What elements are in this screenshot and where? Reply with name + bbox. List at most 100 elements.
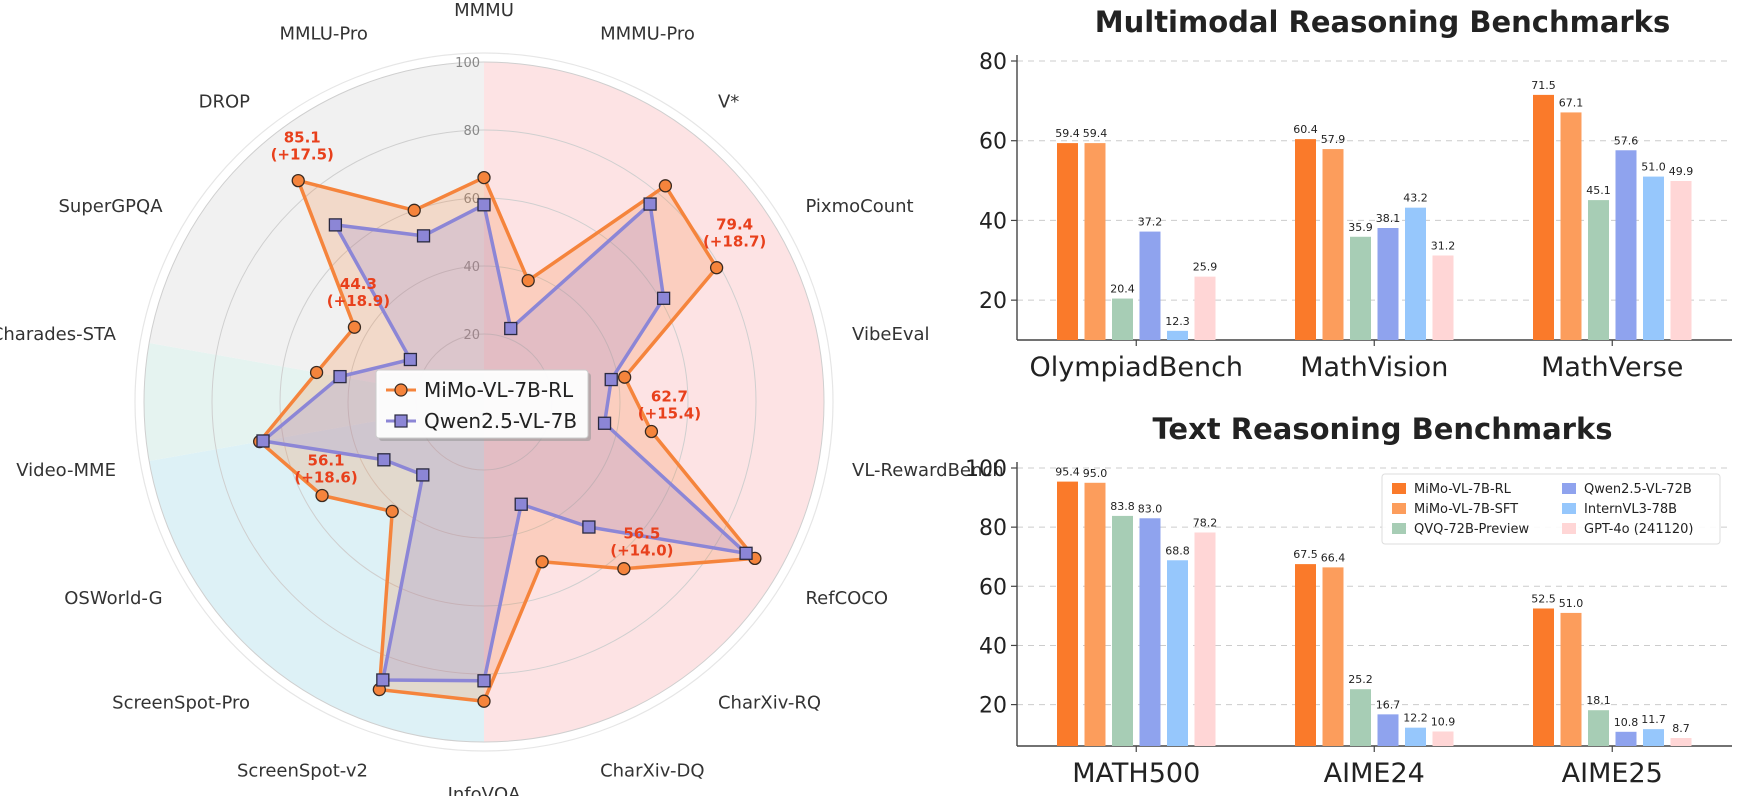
radar-point-mimo: [617, 562, 631, 576]
radar-point-mimo: [535, 555, 549, 569]
bar-value-label: 83.0: [1138, 502, 1163, 515]
bar-OlympiadBench-3: [1139, 231, 1161, 340]
bar-AIME24-1: [1322, 567, 1344, 746]
bar-value-label: 8.7: [1672, 722, 1690, 735]
radar-point-qwen: [377, 453, 391, 467]
x-category-label: MathVerse: [1541, 352, 1683, 383]
radar-ring-label: 60: [463, 192, 480, 207]
bar-MATH500-1: [1084, 482, 1106, 746]
bar-value-label: 12.3: [1165, 315, 1190, 328]
bar-legend-swatch: [1562, 483, 1576, 494]
bar-value-label: 78.2: [1193, 516, 1218, 529]
radar-point-mimo: [709, 261, 724, 275]
bar-value-label: 38.1: [1376, 212, 1401, 225]
bar-AIME24-4: [1405, 727, 1426, 746]
bar-value-label: 95.4: [1055, 466, 1080, 479]
bar-legend-label: MiMo-VL-7B-SFT: [1414, 502, 1518, 517]
radar-ring-40: [347, 265, 621, 539]
bar-AIME25-1: [1560, 612, 1582, 746]
y-tick-label: 40: [979, 634, 1007, 659]
radar-legend: [375, 369, 589, 439]
bar-OlympiadBench-2: [1112, 298, 1133, 340]
bar-value-label: 67.1: [1559, 96, 1584, 109]
radar-axis-label: ScreenSpot-v2: [237, 760, 368, 781]
y-tick-label: 20: [979, 694, 1007, 719]
radar-axis-label: VL-RewardBench: [852, 460, 1004, 481]
radar-point-qwen: [604, 372, 618, 387]
radar-point-mimo: [644, 424, 659, 439]
bar-value-label: 20.4: [1110, 283, 1135, 296]
radar-point-qwen: [582, 520, 596, 534]
bar-MATH500-2: [1112, 515, 1133, 746]
radar-axis-label: DROP: [199, 92, 251, 113]
y-tick-label: 100: [965, 457, 1007, 482]
bar-legend-swatch: [1562, 503, 1576, 514]
radar-point-qwen: [514, 497, 528, 511]
radar-point-mimo: [385, 504, 399, 519]
radar-sector-1: [149, 402, 485, 742]
radar-point-mimo: [347, 320, 362, 334]
radar-point-mimo: [407, 203, 421, 217]
radar-sector-2: [143, 342, 484, 462]
bar-value-label: 52.5: [1531, 592, 1556, 605]
radar-annotation-delta: (+18.7): [703, 233, 766, 251]
bar-value-label: 10.8: [1614, 716, 1639, 729]
radar-point-qwen: [656, 291, 671, 305]
radar-annotation-value: 56.5: [623, 525, 660, 543]
radar-annotation-value: 79.4: [716, 216, 753, 234]
radar-ring-100: [143, 61, 825, 743]
chart-title: Multimodal Reasoning Benchmarks: [1095, 5, 1670, 39]
bar-legend-label: Qwen2.5-VL-72B: [1584, 482, 1692, 497]
radar-point-mimo: [309, 365, 324, 380]
radar-axis-label: Video-MME: [16, 460, 116, 481]
radar-point-qwen: [597, 416, 612, 430]
radar-point-qwen: [403, 352, 418, 367]
bar-value-label: 57.9: [1321, 133, 1346, 146]
radar-sector-0: [484, 62, 824, 742]
radar-legend-marker: [394, 414, 408, 428]
radar-axis-label: CharXiv-DQ: [600, 760, 704, 781]
bar-value-label: 59.4: [1055, 127, 1080, 140]
bar-MATH500-3: [1139, 518, 1161, 746]
radar-point-mimo: [521, 273, 535, 288]
radar-axis-label: ScreenSpot-Pro: [112, 692, 250, 713]
bar-value-label: 51.0: [1559, 597, 1584, 610]
bar-MATH500-4: [1167, 560, 1188, 746]
text-bar-chart: Text Reasoning Benchmarks 20 40 60 80 100 95.4…: [965, 412, 1732, 789]
radar-point-qwen: [477, 198, 491, 212]
radar-annotation-value: 85.1: [284, 129, 321, 147]
bar-value-label: 60.4: [1293, 123, 1318, 136]
radar-legend-marker: [394, 383, 408, 397]
bar-AIME24-0: [1295, 564, 1316, 746]
bar-value-label: 12.2: [1403, 712, 1428, 725]
radar-legend-label: MiMo-VL-7B-RL: [424, 378, 574, 402]
bar-MathVerse-5: [1670, 180, 1692, 340]
x-category-label: AIME24: [1324, 758, 1425, 789]
radar-annotation-delta: (+14.0): [610, 542, 673, 560]
bar-value-label: 59.4: [1083, 127, 1108, 140]
radar-point-mimo: [477, 170, 491, 185]
bar-value-label: 25.2: [1348, 673, 1373, 686]
bar-legend-swatch: [1392, 523, 1406, 534]
bar-MathVision-4: [1405, 207, 1426, 340]
bar-value-label: 25.9: [1193, 261, 1218, 274]
y-tick-label: 80: [979, 50, 1007, 75]
bar-legend-swatch: [1562, 523, 1576, 534]
radar-annotation-delta: (+17.5): [271, 146, 334, 164]
bar-value-label: 67.5: [1293, 548, 1318, 561]
radar-annotation-value: 56.1: [308, 452, 345, 470]
radar-ring-label: 20: [463, 328, 480, 343]
radar-point-qwen: [643, 197, 657, 211]
bar-MathVision-3: [1377, 228, 1399, 340]
bar-OlympiadBench-4: [1167, 330, 1188, 340]
radar-ring-label: 100: [455, 56, 480, 71]
radar-point-mimo: [617, 370, 632, 384]
bar-legend-label: InternVL3-78B: [1584, 502, 1677, 517]
radar-outer-ring: [134, 52, 834, 752]
bar-value-label: 57.6: [1614, 134, 1639, 147]
bar-value-label: 71.5: [1531, 79, 1556, 92]
bar-value-label: 16.7: [1376, 698, 1401, 711]
bar-MathVision-5: [1432, 255, 1454, 340]
bar-MathVision-0: [1295, 139, 1316, 340]
bar-value-label: 95.0: [1083, 467, 1108, 480]
